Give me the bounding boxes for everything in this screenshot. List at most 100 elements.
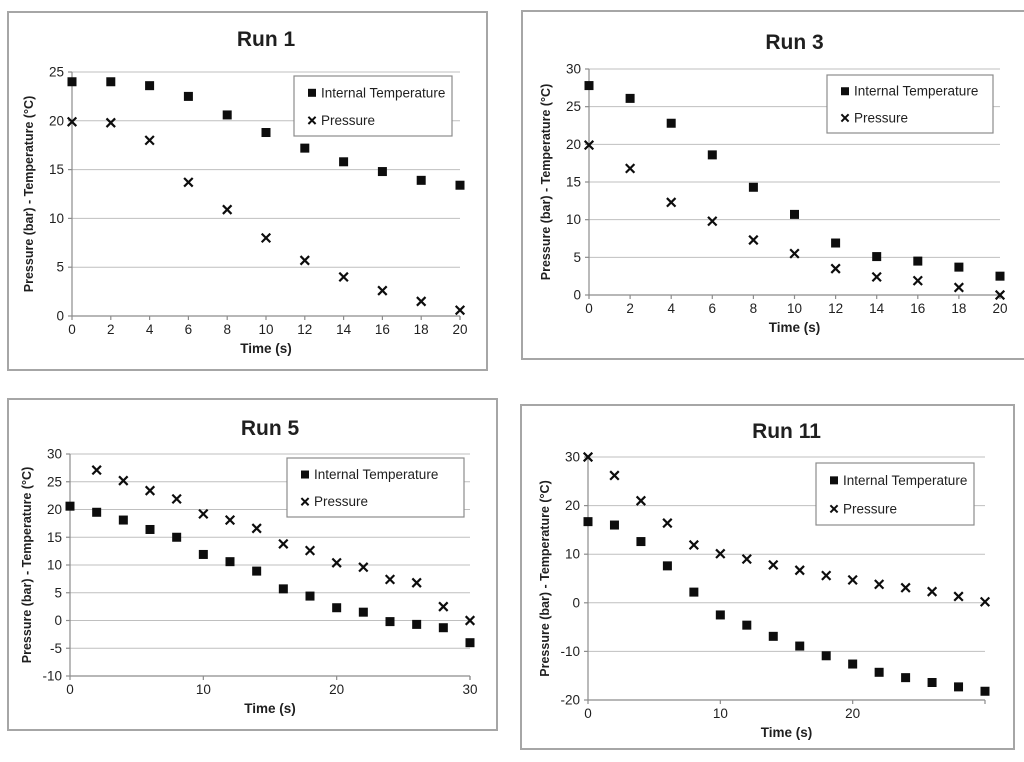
- y-axis-title: Pressure (bar) - Temperature (°C): [539, 84, 553, 280]
- x-axis-title: Time (s): [244, 701, 296, 716]
- data-point-x-cross: [874, 579, 885, 590]
- axes: [585, 68, 1001, 299]
- x-tick-label: 12: [828, 301, 843, 316]
- y-tick-label: 30: [565, 450, 580, 465]
- data-point-x-cross: [183, 177, 194, 188]
- data-point-square: [636, 537, 646, 547]
- data-point-x-cross: [741, 553, 752, 565]
- data-point-square: [583, 517, 593, 527]
- legend-marker-square: [830, 476, 838, 485]
- series-internal-temperature: [65, 501, 475, 648]
- legend-label: Internal Temperature: [854, 84, 978, 99]
- data-point-x-cross: [707, 216, 718, 227]
- data-point-x-cross: [251, 523, 262, 534]
- data-point-square: [995, 271, 1005, 281]
- data-point-square: [795, 641, 805, 651]
- data-point-x-cross: [416, 296, 427, 307]
- data-point-square: [339, 157, 349, 167]
- y-tick-label: 0: [56, 309, 64, 324]
- legend-label: Internal Temperature: [843, 473, 967, 488]
- data-point-x-cross: [871, 271, 882, 282]
- y-tick-label: 25: [49, 65, 64, 80]
- data-point-square: [901, 673, 911, 683]
- data-point-x-cross: [222, 204, 233, 215]
- data-point-square: [305, 591, 315, 601]
- y-tick-label: 0: [54, 613, 62, 628]
- data-point-x-cross: [144, 135, 155, 146]
- series-pressure: [91, 465, 476, 626]
- x-tick-label: 0: [66, 682, 74, 697]
- y-tick-label: 5: [56, 260, 64, 275]
- x-tick-label: 2: [107, 322, 115, 337]
- legend: Internal Temperature Pressure: [815, 462, 975, 526]
- legend-box: [815, 462, 975, 526]
- x-tick-label: 6: [709, 301, 717, 316]
- legend: Internal Temperature Pressure: [293, 75, 453, 137]
- legend-label: Internal Temperature: [314, 467, 438, 482]
- x-tick-label: 14: [869, 301, 885, 316]
- legend-marker-square: [841, 87, 849, 96]
- data-point-square: [742, 620, 752, 630]
- data-point-square: [198, 549, 208, 559]
- data-point-square: [416, 175, 426, 185]
- data-point-square: [183, 91, 193, 101]
- data-point-square: [662, 561, 672, 571]
- data-point-x-cross: [912, 275, 923, 286]
- gridlines: [588, 456, 985, 652]
- data-point-square: [768, 631, 778, 641]
- data-point-square: [872, 252, 882, 262]
- y-tick-label: -10: [42, 669, 62, 684]
- tick-labels: -10 -5 0 5 10 15 20 25 30 0 10 20 30: [42, 447, 477, 698]
- data-point-square: [715, 610, 725, 620]
- y-tick-label: 25: [566, 99, 581, 114]
- y-tick-label: 15: [47, 530, 62, 545]
- x-tick-label: 18: [951, 301, 966, 316]
- data-point-square: [625, 93, 635, 103]
- data-point-x-cross: [260, 232, 272, 243]
- data-point-x-cross: [144, 485, 156, 496]
- legend-marker-square: [308, 88, 316, 97]
- data-point-square: [145, 524, 155, 534]
- x-tick-label: 0: [68, 322, 76, 337]
- data-point-x-cross: [331, 557, 342, 568]
- data-point-square: [67, 77, 77, 87]
- legend-label: Pressure: [321, 113, 375, 128]
- y-tick-label: 20: [566, 137, 581, 152]
- y-tick-label: 5: [54, 585, 62, 600]
- data-point-x-cross: [953, 591, 964, 602]
- legend-box: [293, 75, 453, 137]
- x-tick-label: 20: [452, 322, 467, 337]
- data-point-x-cross: [358, 562, 369, 573]
- gridlines: [589, 68, 1000, 258]
- data-point-square: [913, 256, 923, 266]
- data-point-square: [954, 262, 964, 272]
- data-point-x-cross: [829, 504, 839, 514]
- chart-panel-run-11: -20 -10 0 10 20 30 0 10 20 Run 11 Time (s) Pressure…: [520, 404, 1015, 750]
- data-point-square: [980, 686, 990, 696]
- data-point-square: [145, 81, 155, 91]
- data-point-x-cross: [953, 282, 964, 293]
- x-axis-title: Time (s): [769, 320, 821, 335]
- data-point-square: [455, 180, 465, 190]
- data-point-square: [300, 143, 310, 153]
- y-tick-label: 10: [49, 211, 64, 226]
- chart-panel-run-3: 0 5 10 15 20 25 30 0 2 4 6 8 10 12 14 16 18 20 Run 3 Time (…: [521, 10, 1024, 360]
- y-axis-title: Pressure (bar) - Temperature (°C): [22, 96, 36, 292]
- data-point-square: [954, 682, 964, 692]
- data-point-square: [278, 584, 288, 594]
- data-point-square: [358, 607, 368, 617]
- data-point-x-cross: [635, 495, 647, 506]
- data-point-x-cross: [278, 538, 289, 549]
- data-point-x-cross: [66, 116, 78, 127]
- data-point-x-cross: [338, 271, 349, 283]
- y-tick-label: 15: [566, 175, 581, 190]
- data-point-x-cross: [768, 559, 779, 570]
- x-tick-label: 18: [414, 322, 429, 337]
- chart-run-11: -20 -10 0 10 20 30 0 10 20 Run 11 Time (s) Pressure…: [538, 420, 991, 740]
- y-tick-label: -10: [560, 644, 580, 659]
- x-tick-label: 6: [185, 322, 193, 337]
- x-tick-label: 10: [196, 682, 211, 697]
- x-tick-label: 0: [585, 301, 593, 316]
- legend-label: Internal Temperature: [321, 85, 445, 100]
- y-tick-label: -5: [50, 641, 62, 656]
